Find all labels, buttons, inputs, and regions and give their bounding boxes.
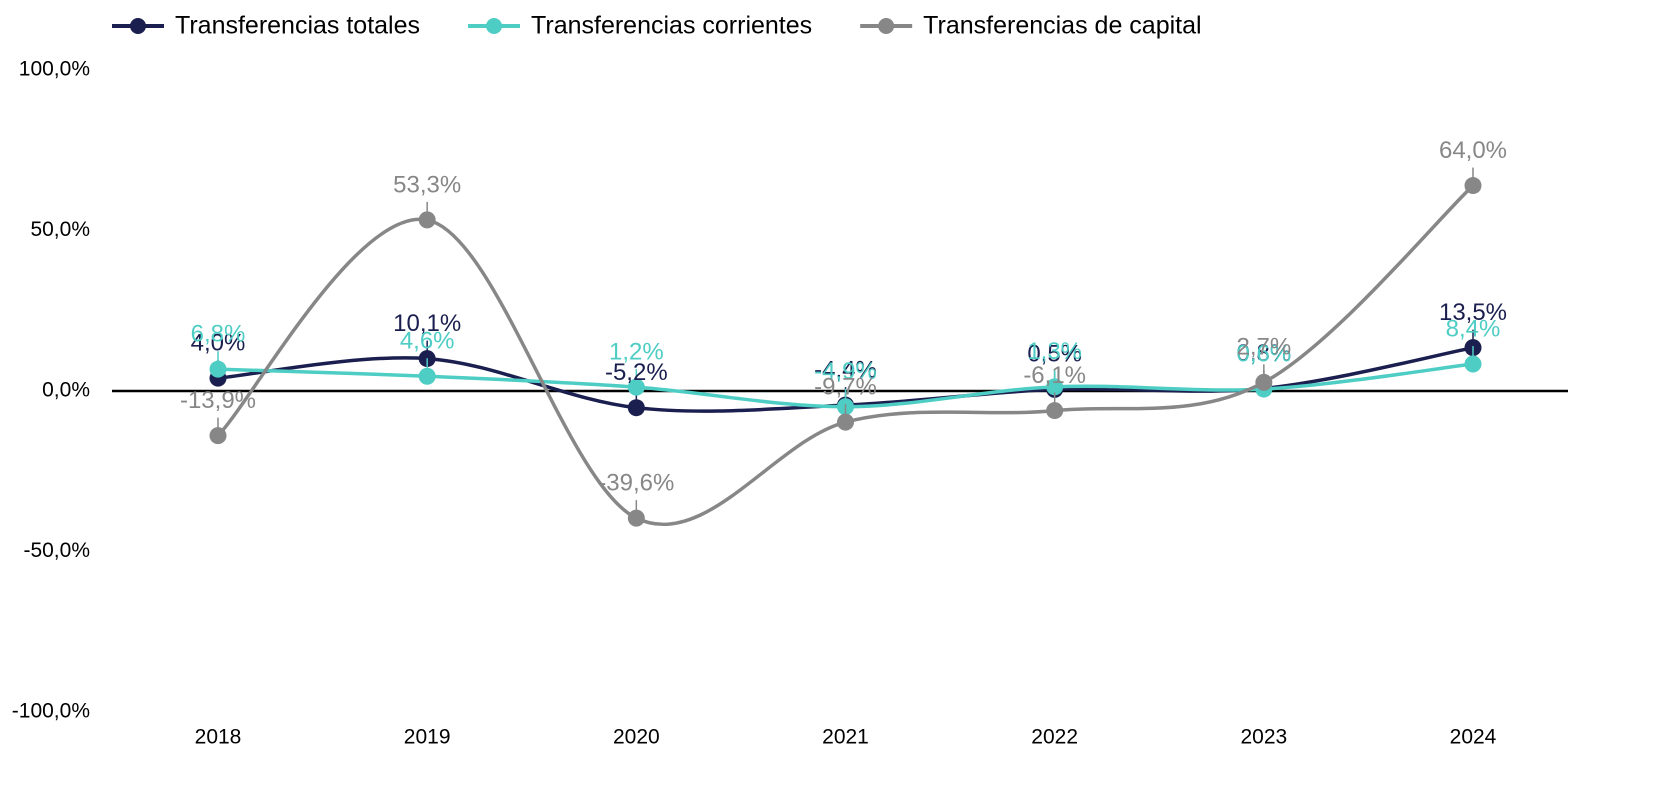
data-label: -6,1% [1023,362,1086,389]
legend-marker [878,18,895,34]
data-label: 0,8% [1236,340,1291,367]
data-label: 1,3% [1027,338,1082,365]
data-label: 13,5% [1439,299,1507,326]
y-tick-label: 0,0% [42,379,90,402]
data-label: 0,6% [1236,340,1291,367]
data-point [837,413,854,431]
x-tick-label: 2023 [1240,726,1287,749]
x-tick-label: 2019 [404,726,451,749]
data-label: -4,4% [814,356,877,383]
data-label: 4,6% [400,328,455,355]
data-point [418,211,436,229]
data-point [627,399,645,417]
y-tick-label: 50,0% [30,218,90,241]
x-tick-label: 2022 [1031,726,1078,749]
data-label: -4,9% [814,358,877,385]
data-label: -9,7% [814,373,877,400]
data-point [1464,177,1482,195]
data-point [1046,402,1064,420]
data-point [1464,355,1482,373]
y-tick-label: -50,0% [23,539,90,562]
legend-marker [486,18,503,34]
data-point [627,378,645,396]
legend-label: Transferencias totales [175,12,420,40]
legend-marker [130,18,146,34]
data-label: 0,5% [1027,341,1082,368]
y-tick-label: -100,0% [12,700,90,723]
data-label: 53,3% [393,171,461,198]
data-label: 64,0% [1439,137,1507,164]
data-point [1046,378,1064,396]
x-tick-label: 2021 [822,726,869,749]
x-tick-label: 2018 [195,726,242,749]
data-point [1255,373,1273,391]
data-label: -39,6% [598,469,674,496]
data-label: -13,9% [180,387,256,414]
y-tick-label: 100,0% [19,58,90,81]
data-label: 6,8% [191,321,246,348]
data-label: 8,4% [1446,315,1501,342]
x-tick-label: 2024 [1450,726,1497,749]
data-label: -5,2% [605,359,668,386]
data-point [418,367,436,385]
x-tick-label: 2020 [613,726,660,749]
data-point [627,509,645,527]
data-point [209,427,227,445]
data-label: 1,2% [609,338,664,365]
legend-label: Transferencias corrientes [531,12,812,40]
data-label: 2,7% [1236,334,1291,361]
data-label: 4,0% [191,330,246,357]
data-point [209,360,227,378]
data-label: 10,1% [393,310,461,337]
legend-label: Transferencias de capital [923,12,1201,40]
